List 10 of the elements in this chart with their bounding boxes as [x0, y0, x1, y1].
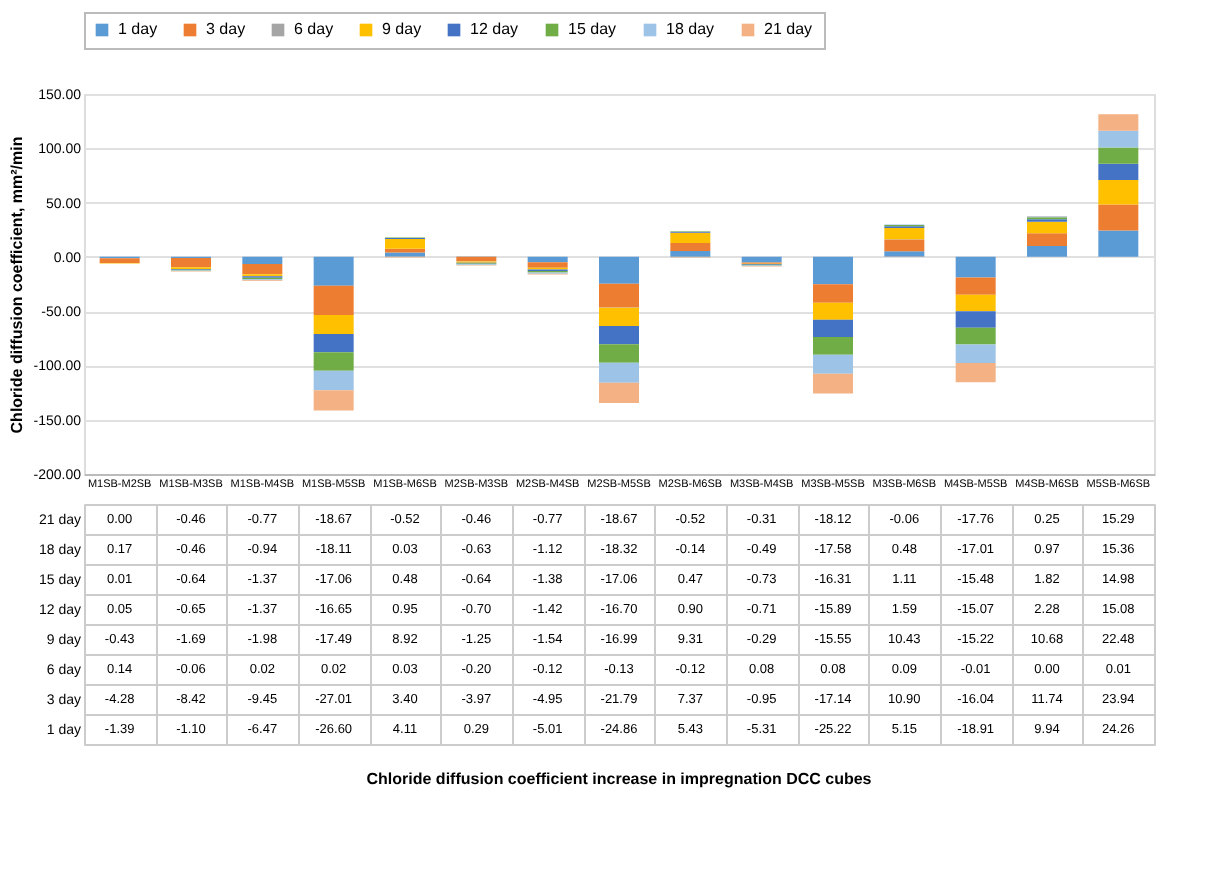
- legend-label: 15 day: [568, 20, 617, 38]
- legend-label: 9 day: [382, 20, 422, 38]
- legend-label: 3 day: [206, 20, 246, 38]
- legend-label: 18 day: [666, 20, 715, 38]
- y-axis-title: Chloride diffusion coefficient, mm²/min: [7, 136, 26, 434]
- legend-label: 6 day: [294, 20, 334, 38]
- legend-label: 21 day: [764, 20, 813, 38]
- legend-label: 1 day: [118, 20, 158, 38]
- text: Chloride diffusion coefficient increase in impregnation DCC cubes: [366, 770, 873, 788]
- legend-label: 12 day: [470, 20, 519, 38]
